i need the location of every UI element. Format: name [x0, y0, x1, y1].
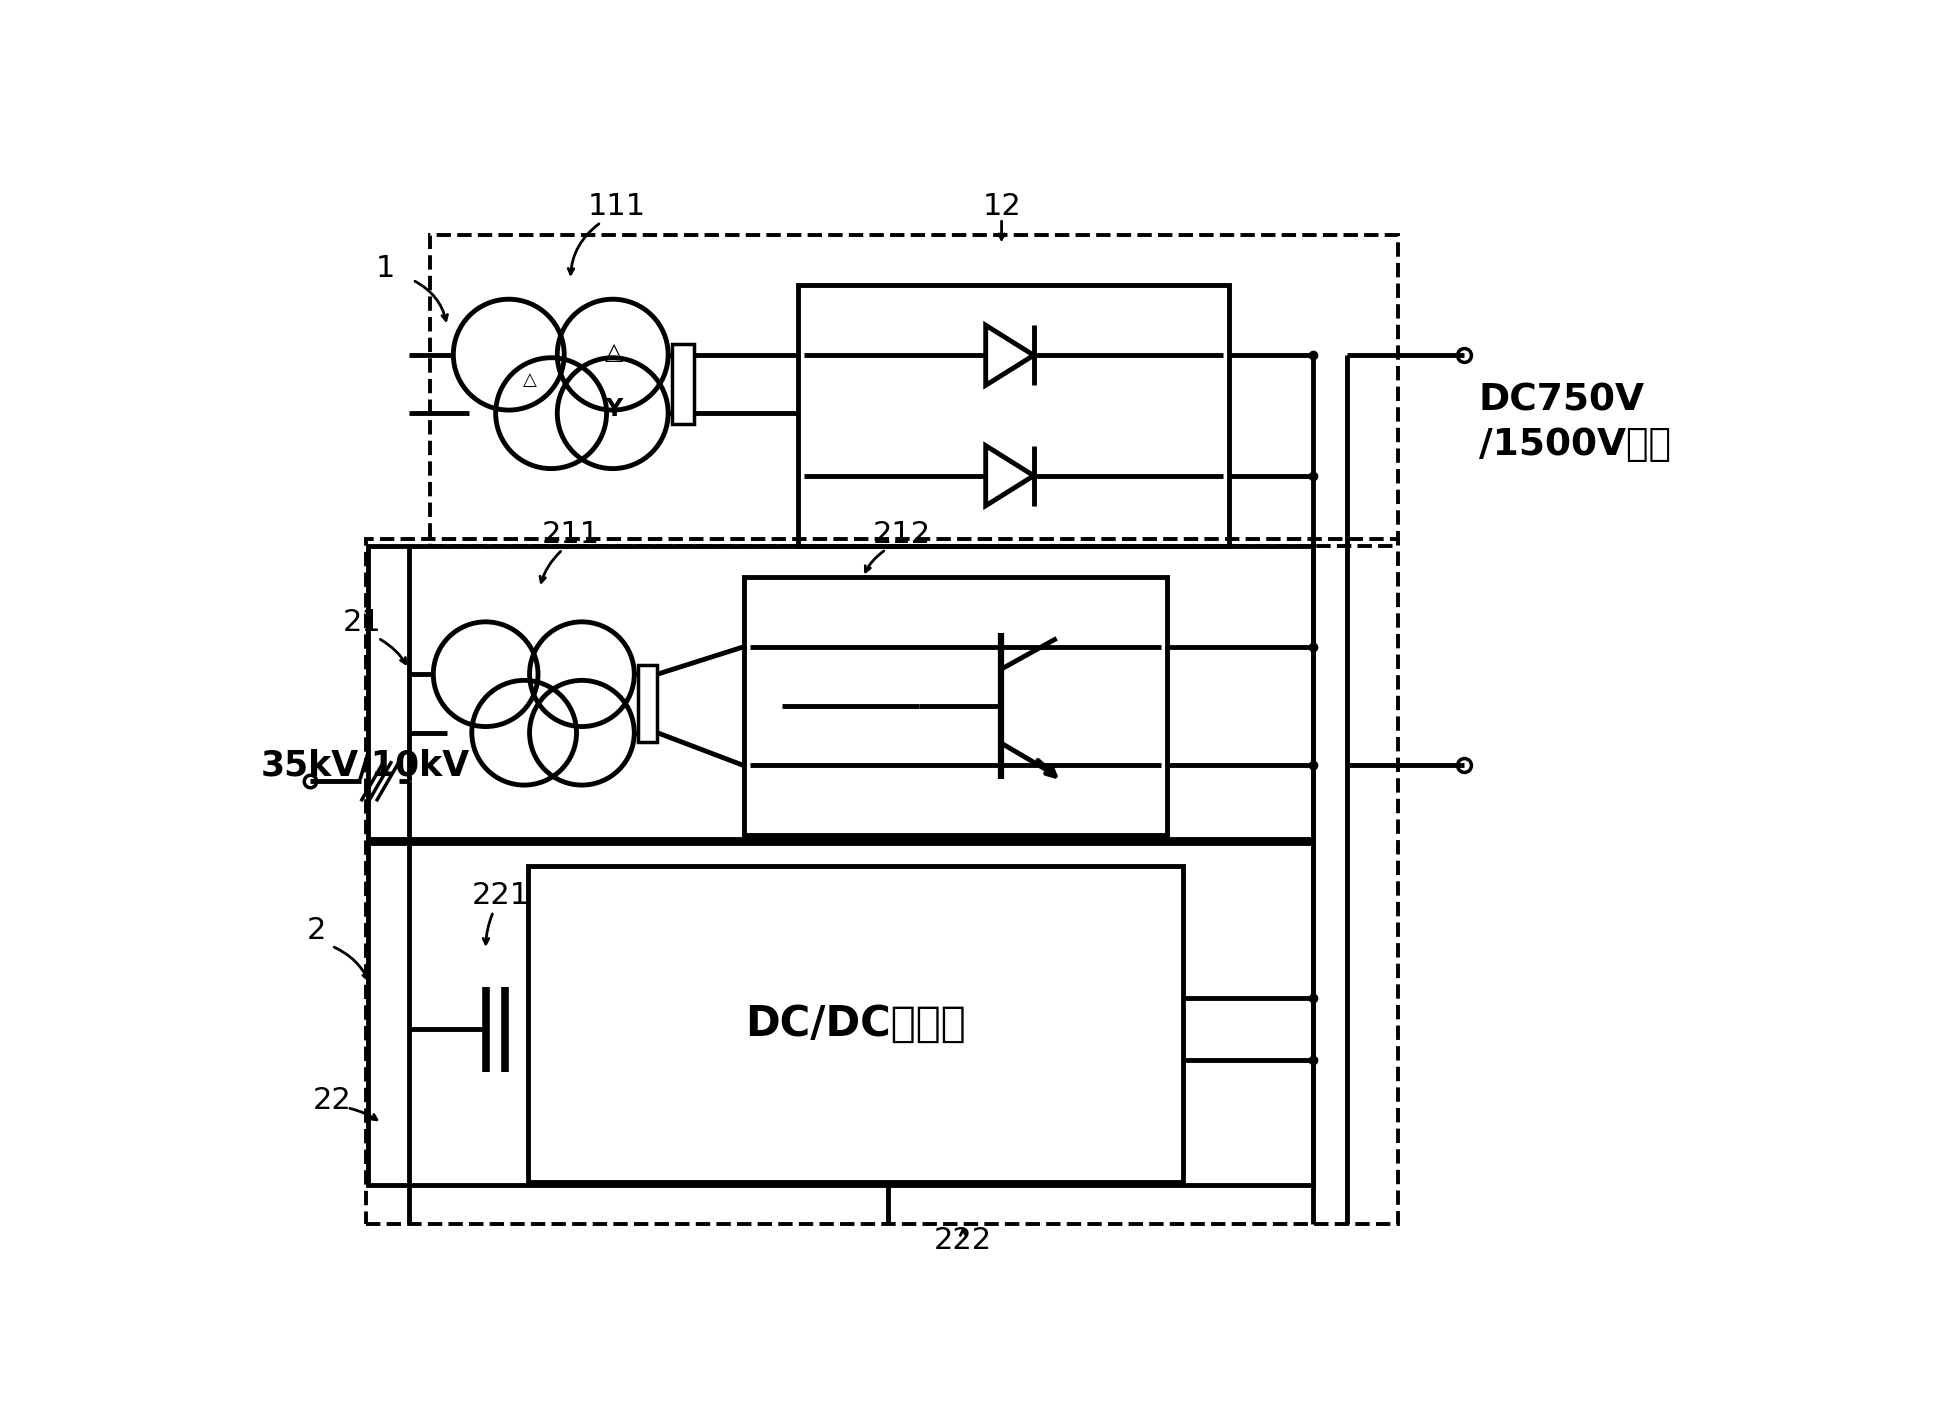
Text: 211: 211: [540, 520, 599, 548]
Text: 12: 12: [982, 192, 1021, 221]
Text: △: △: [604, 340, 624, 364]
Bar: [744, 578, 1168, 836]
Text: 222: 222: [934, 1226, 992, 1254]
Text: △: △: [523, 371, 537, 389]
Text: 221: 221: [473, 882, 531, 910]
Text: DC/DC变流器: DC/DC变流器: [746, 1003, 967, 1045]
Text: 1: 1: [376, 254, 395, 283]
Bar: [368, 843, 1313, 1185]
Text: 2: 2: [306, 916, 325, 945]
Text: 21: 21: [343, 609, 382, 637]
Bar: [366, 538, 1399, 1224]
Bar: [637, 665, 657, 743]
Bar: [672, 344, 693, 424]
Text: 111: 111: [587, 192, 645, 221]
Bar: [368, 547, 1313, 838]
Text: DC750V
/1500V输出: DC750V /1500V输出: [1480, 382, 1672, 462]
Bar: [430, 234, 1399, 547]
Text: 35kV/10kV: 35kV/10kV: [261, 748, 471, 782]
Bar: [798, 285, 1228, 547]
Text: 22: 22: [312, 1085, 351, 1115]
Bar: [529, 867, 1182, 1182]
Text: Y: Y: [606, 397, 624, 421]
Text: 212: 212: [872, 520, 930, 548]
